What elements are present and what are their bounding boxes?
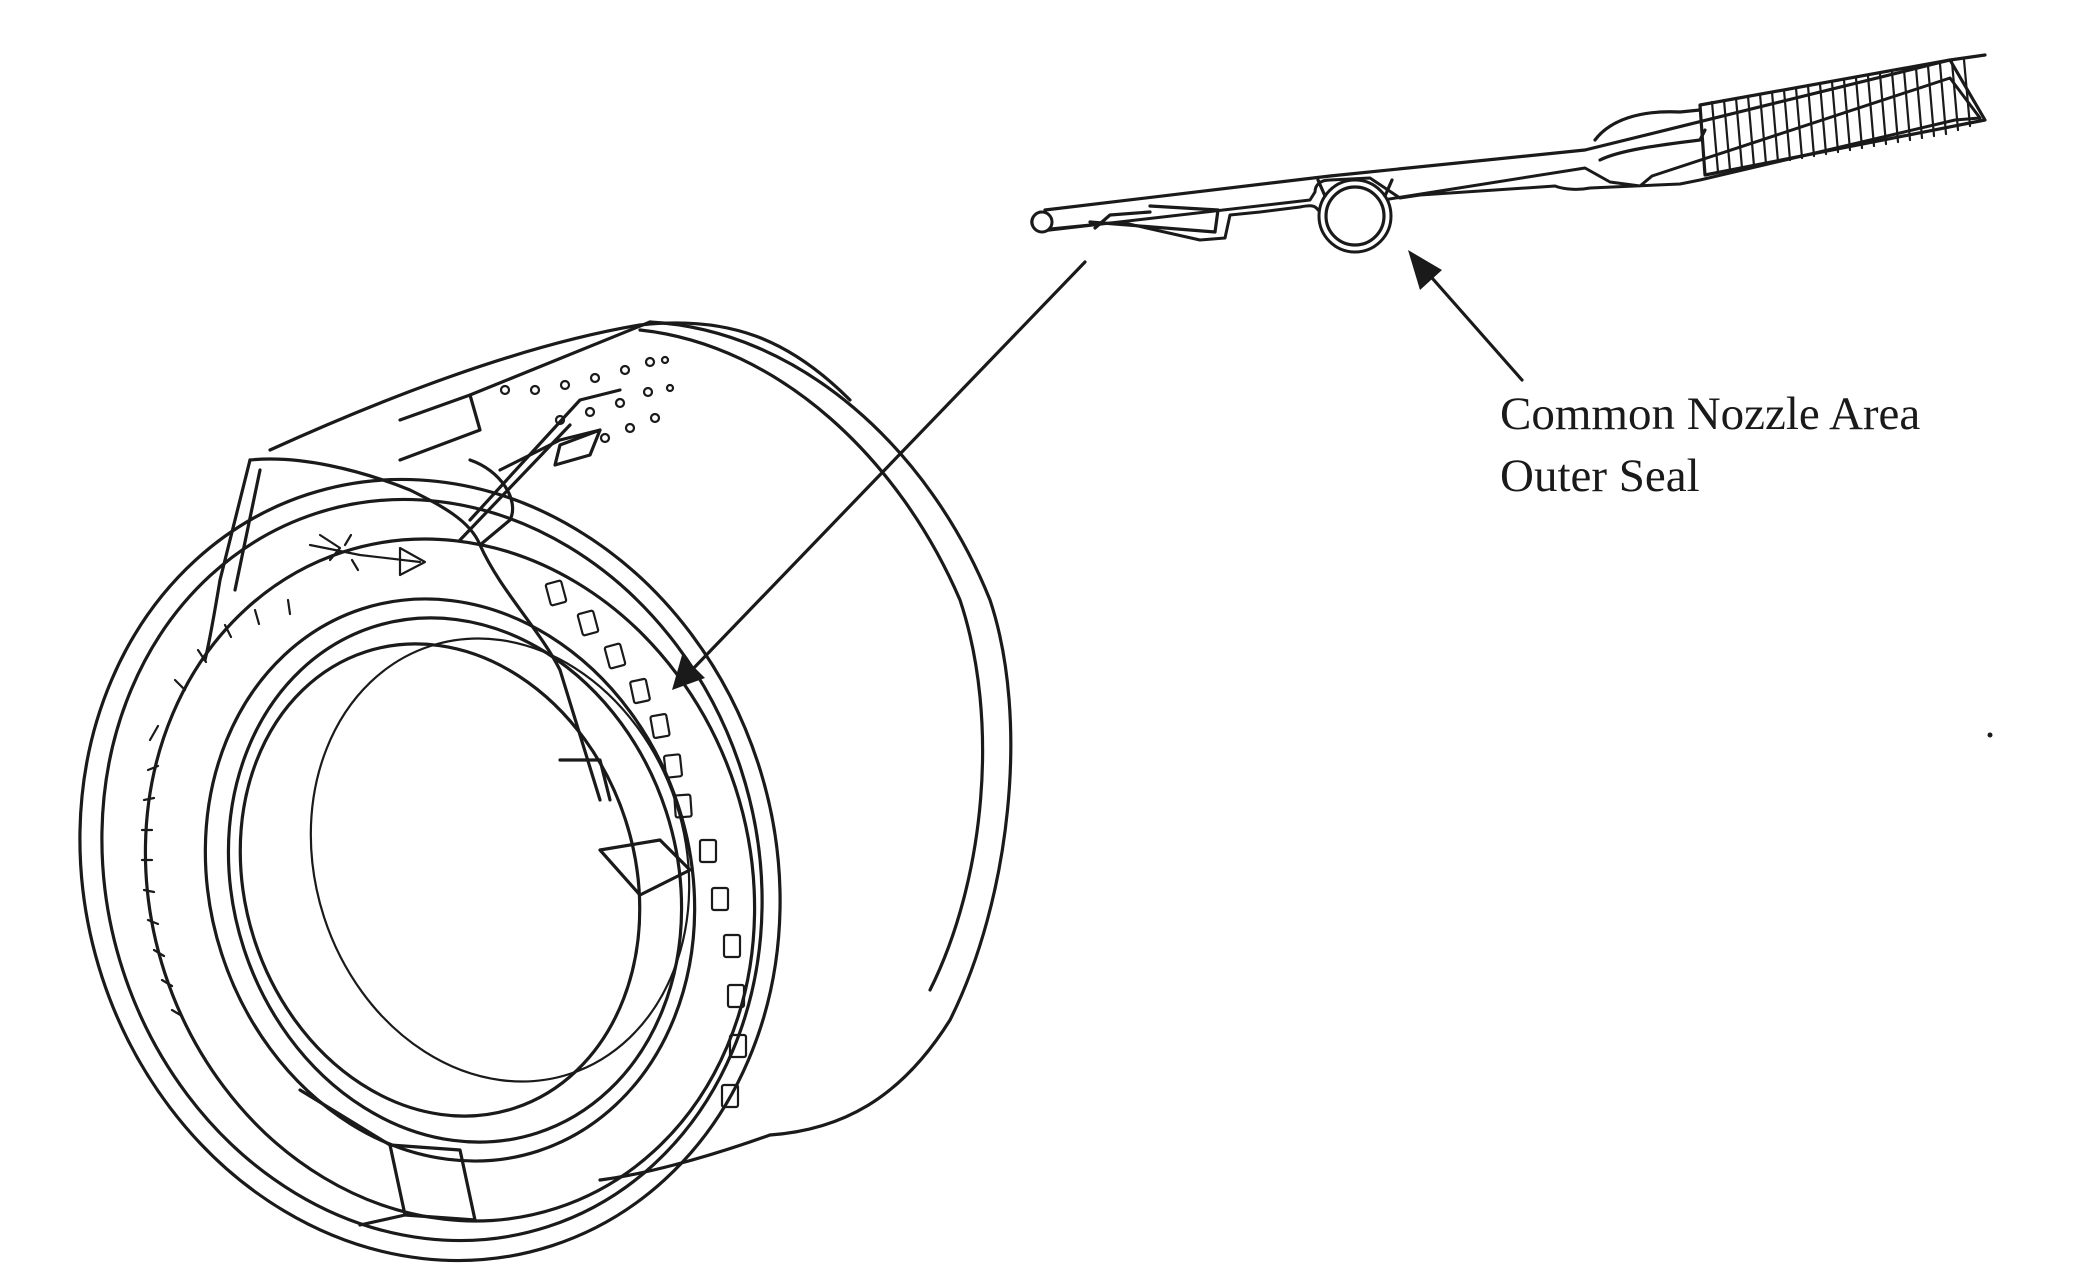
callout-line-2: Outer Seal bbox=[1500, 450, 1700, 502]
nozzle-drum-body bbox=[268, 320, 1013, 1182]
upper-bracket bbox=[203, 388, 622, 802]
ring-slot-row bbox=[544, 579, 748, 1109]
lower-strut bbox=[298, 758, 692, 1227]
hatched-tail bbox=[1698, 58, 1987, 177]
stray-mark bbox=[1987, 732, 1993, 738]
seal-location-leader bbox=[672, 260, 1087, 690]
front-outer-ring bbox=[78, 477, 782, 1263]
callout-line-1: Common Nozzle Area bbox=[1500, 388, 1921, 440]
inner-lip-teeth bbox=[140, 598, 292, 1018]
outer-seal-cross-section bbox=[1030, 53, 1987, 254]
callout-leader bbox=[1408, 250, 1524, 382]
top-hole-pattern bbox=[499, 355, 675, 467]
inner-bore bbox=[203, 597, 697, 1163]
callout-label: Common Nozzle Area Outer Seal bbox=[1500, 383, 1920, 507]
